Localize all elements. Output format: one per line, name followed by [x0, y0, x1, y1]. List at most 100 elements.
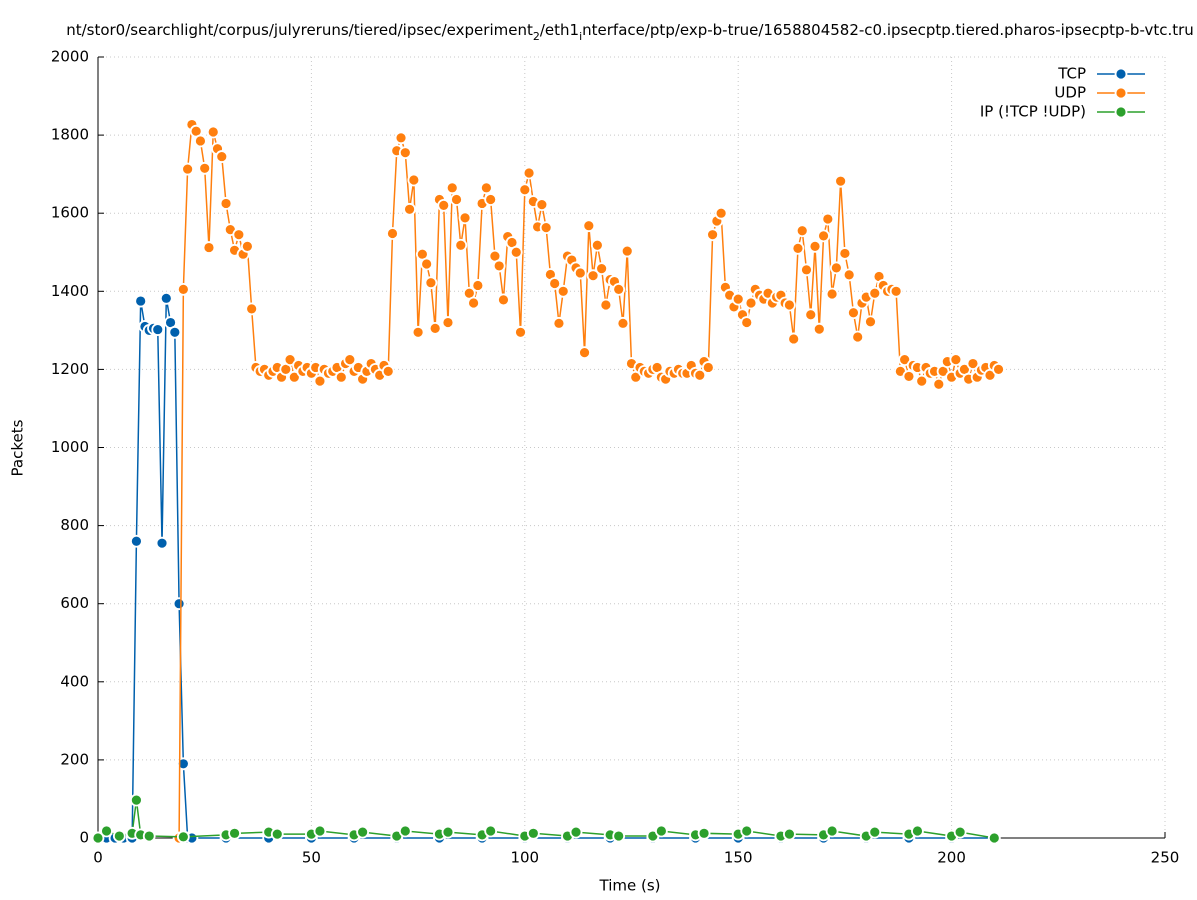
data-point: [740, 824, 754, 838]
data-point: [599, 298, 613, 312]
data-point: [992, 362, 1005, 376]
data-point: [130, 534, 143, 548]
data-point: [334, 370, 348, 384]
data-point: [612, 829, 626, 843]
data-point: [458, 211, 472, 225]
legend-label: UDP: [1054, 84, 1086, 102]
y-tick-label: 1400: [51, 282, 89, 300]
data-point: [821, 212, 835, 226]
data-point: [590, 238, 604, 252]
data-point: [569, 825, 583, 839]
data-point: [595, 262, 609, 276]
data-point: [454, 238, 468, 252]
legend-label: TCP: [1057, 65, 1086, 83]
data-point: [915, 374, 929, 388]
data-point: [100, 824, 113, 838]
y-tick-label: 1800: [51, 126, 89, 144]
data-point: [467, 296, 480, 310]
chart-title: nt/stor0/searchlight/corpus/julyreruns/t…: [66, 21, 1194, 43]
data-point: [134, 294, 148, 308]
data-point: [130, 793, 143, 807]
legend-swatch-point: [1114, 105, 1128, 119]
data-point: [194, 134, 207, 148]
title-text: nterface/ptp/exp-b-true/1658804582-c0.ip…: [582, 21, 1194, 39]
data-point: [889, 284, 903, 298]
title-subscript: i: [579, 30, 582, 43]
y-tick-label: 0: [79, 829, 89, 847]
data-point: [620, 244, 634, 258]
data-point: [586, 269, 600, 283]
data-point: [215, 150, 229, 163]
data-point: [808, 239, 822, 253]
y-tick-label: 1600: [51, 204, 89, 222]
data-point: [795, 224, 809, 238]
series-line: [98, 298, 995, 839]
y-tick-label: 1000: [51, 438, 89, 456]
data-point: [616, 316, 630, 330]
data-point: [829, 261, 843, 275]
data-point: [313, 824, 327, 838]
data-point: [573, 266, 587, 280]
data-point: [834, 174, 848, 188]
data-point: [219, 197, 233, 210]
data-point: [270, 827, 284, 841]
y-tick-label: 600: [60, 594, 89, 612]
data-point: [552, 316, 566, 330]
data-point: [484, 193, 498, 206]
data-point: [817, 229, 830, 243]
data-point: [539, 221, 553, 235]
data-point: [825, 287, 839, 301]
data-point: [868, 286, 882, 300]
data-point: [791, 241, 805, 255]
data-point: [91, 831, 105, 845]
data-point: [437, 198, 451, 212]
data-point: [932, 377, 946, 391]
data-point: [343, 353, 357, 367]
data-point: [206, 125, 220, 139]
data-point: [701, 361, 715, 374]
data-point: [838, 247, 852, 260]
data-point: [556, 284, 570, 298]
data-point: [313, 374, 327, 388]
data-point: [509, 245, 523, 259]
data-point: [966, 357, 980, 370]
data-point: [522, 166, 536, 180]
data-point: [783, 298, 796, 312]
data-point: [548, 277, 562, 290]
data-point: [151, 323, 165, 336]
data-point: [155, 536, 169, 550]
data-point: [911, 824, 924, 838]
title-text: nt/stor0/searchlight/corpus/julyreruns/t…: [66, 21, 533, 39]
data-point: [654, 824, 668, 838]
data-point: [783, 827, 796, 841]
data-point: [902, 370, 916, 383]
y-tick-label: 1200: [51, 360, 89, 378]
data-point: [800, 263, 813, 277]
data-point: [492, 259, 506, 273]
data-point: [787, 332, 801, 346]
data-point: [445, 181, 459, 195]
title-subscript: 2: [533, 30, 540, 43]
data-point: [411, 325, 425, 339]
legend-label: IP (!TCP !UDP): [980, 103, 1086, 121]
data-point: [582, 219, 596, 233]
title-text: /eth1: [540, 21, 579, 39]
data-point: [851, 330, 865, 344]
data-point: [428, 321, 442, 335]
data-point: [403, 202, 416, 216]
y-axis-label: Packets: [9, 419, 27, 476]
data-point: [407, 173, 421, 187]
data-point: [202, 241, 216, 254]
data-point: [232, 228, 246, 242]
data-point: [706, 228, 719, 242]
x-tick-label: 50: [302, 849, 321, 867]
data-point: [731, 292, 745, 306]
data-point: [514, 325, 527, 339]
data-point: [868, 825, 882, 839]
data-point: [740, 316, 754, 329]
data-point: [812, 322, 826, 336]
data-point: [112, 829, 126, 843]
data-point: [697, 826, 711, 840]
data-point: [386, 227, 399, 240]
data-point: [949, 353, 963, 367]
